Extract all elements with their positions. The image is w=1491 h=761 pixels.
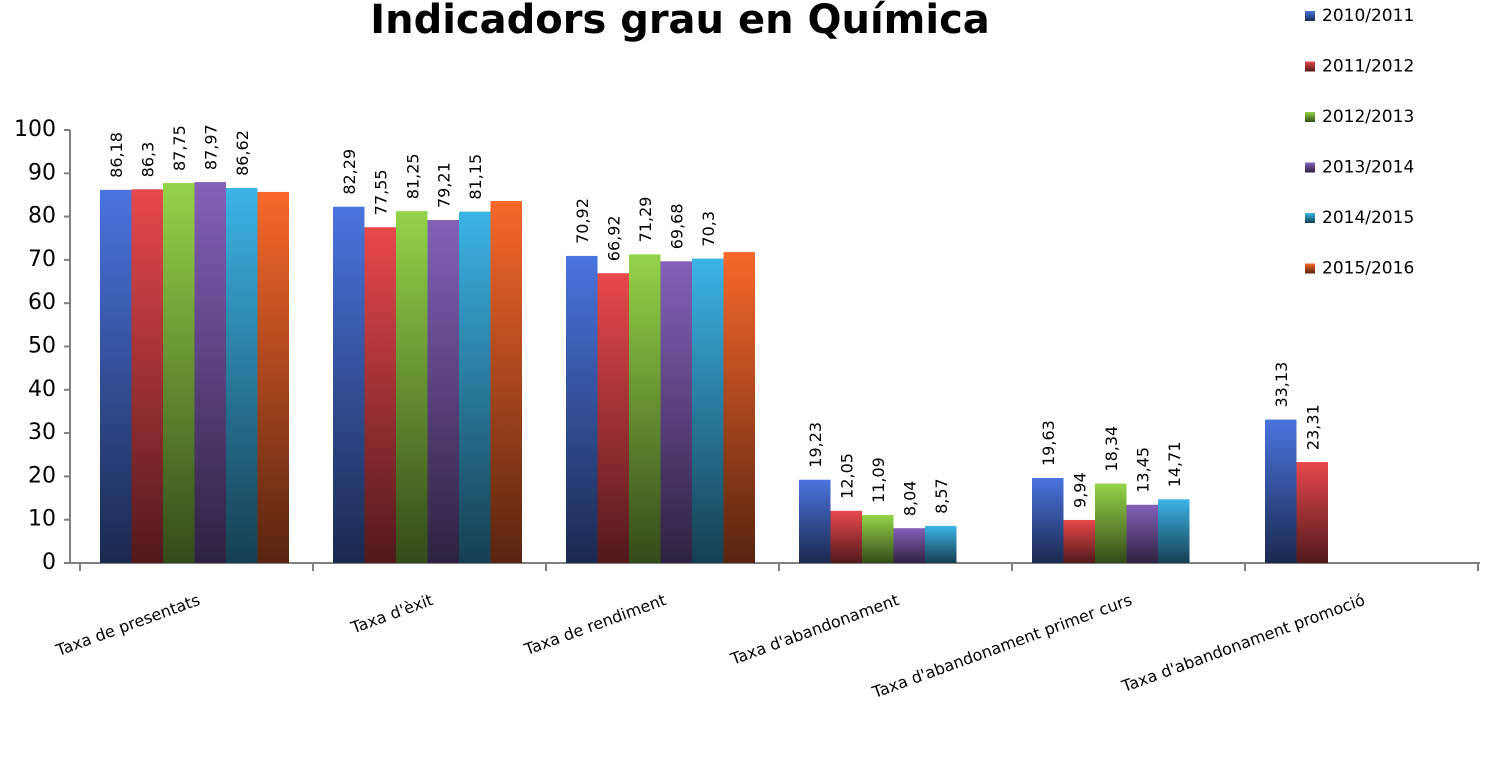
data-label: 23,31	[1304, 404, 1323, 450]
bar	[490, 201, 522, 563]
y-tick-label: 100	[14, 117, 56, 142]
data-label: 19,23	[806, 422, 825, 468]
data-label: 9,94	[1071, 472, 1090, 508]
bar	[226, 187, 258, 563]
y-tick-label: 20	[28, 463, 56, 488]
data-label: 87,97	[202, 124, 221, 170]
data-label: 13,45	[1134, 447, 1153, 493]
legend-swatch	[1305, 61, 1315, 72]
legend-label: 2010/2011	[1322, 6, 1414, 26]
data-label: 11,09	[869, 457, 888, 503]
bar	[396, 211, 428, 563]
bar	[799, 479, 831, 563]
bar	[427, 220, 459, 564]
legend-swatch	[1305, 112, 1315, 122]
bar	[1063, 519, 1095, 563]
chart-title: Indicadors grau en Química	[370, 0, 990, 43]
bar	[629, 254, 661, 563]
data-label: 12,05	[838, 453, 857, 499]
data-label: 14,71	[1165, 441, 1184, 487]
legend-label: 2015/2016	[1322, 259, 1414, 279]
data-label: 70,92	[573, 198, 592, 244]
x-tick-label: Taxa d'abandonament	[727, 590, 901, 669]
bar	[1158, 499, 1190, 563]
data-label: 86,3	[139, 142, 158, 178]
legend-label: 2012/2013	[1322, 107, 1414, 127]
bar	[1126, 504, 1158, 563]
data-label: 18,34	[1102, 426, 1121, 472]
data-label: 8,04	[901, 481, 920, 517]
bar	[660, 261, 692, 563]
data-label: 70,3	[699, 211, 718, 247]
bar	[163, 183, 195, 564]
bar	[1296, 462, 1328, 563]
data-label: 8,57	[932, 478, 951, 514]
legend-label: 2011/2012	[1322, 57, 1414, 77]
y-tick-label: 40	[28, 377, 56, 402]
bar	[1095, 483, 1127, 563]
bar	[459, 211, 491, 564]
bar	[597, 273, 629, 563]
bar	[925, 525, 957, 563]
data-label: 19,63	[1039, 420, 1058, 466]
x-tick-label: Taxa d'abandonament promoció	[1118, 590, 1367, 696]
x-tick-label: Taxa d'èxit	[348, 590, 436, 637]
data-label: 87,75	[170, 125, 189, 171]
data-label: 66,92	[605, 215, 624, 261]
y-tick-label: 60	[28, 290, 56, 315]
bar	[830, 510, 862, 563]
bar	[692, 258, 724, 563]
x-tick-label: Taxa d'abandonament primer curs	[869, 590, 1135, 702]
legend-swatch	[1305, 162, 1315, 173]
legend-label: 2013/2014	[1322, 158, 1414, 178]
y-tick-label: 10	[28, 507, 56, 532]
data-label: 33,13	[1272, 362, 1291, 408]
bar	[194, 182, 226, 563]
data-label: 77,55	[372, 169, 391, 215]
x-tick-label: Taxa de presentats	[53, 590, 203, 660]
bar	[723, 252, 755, 563]
data-label: 82,29	[340, 149, 359, 195]
bar	[131, 189, 163, 564]
bar	[257, 191, 289, 563]
bar	[100, 189, 132, 563]
legend-swatch	[1305, 263, 1315, 274]
bar	[862, 514, 894, 563]
legend-swatch	[1305, 213, 1315, 223]
data-label: 81,15	[466, 154, 485, 200]
bar	[364, 227, 396, 563]
legend-swatch	[1305, 11, 1315, 21]
data-label: 81,25	[403, 153, 422, 199]
y-tick-label: 70	[28, 247, 56, 272]
data-label: 86,18	[107, 132, 126, 178]
y-tick-label: 80	[28, 204, 56, 229]
y-tick-label: 90	[28, 160, 56, 185]
data-label: 71,29	[636, 197, 655, 243]
y-tick-label: 30	[28, 420, 56, 445]
bar	[333, 206, 365, 563]
y-tick-label: 0	[42, 550, 56, 575]
bar	[566, 255, 598, 564]
legend-label: 2014/2015	[1322, 208, 1414, 228]
data-label: 86,62	[233, 130, 252, 176]
bar	[893, 528, 925, 563]
bar	[1265, 419, 1297, 563]
bar	[1032, 478, 1064, 563]
y-tick-label: 50	[28, 334, 56, 359]
data-label: 79,21	[435, 162, 454, 208]
x-tick-label: Taxa de rendiment	[521, 590, 668, 659]
data-label: 69,68	[668, 203, 687, 249]
